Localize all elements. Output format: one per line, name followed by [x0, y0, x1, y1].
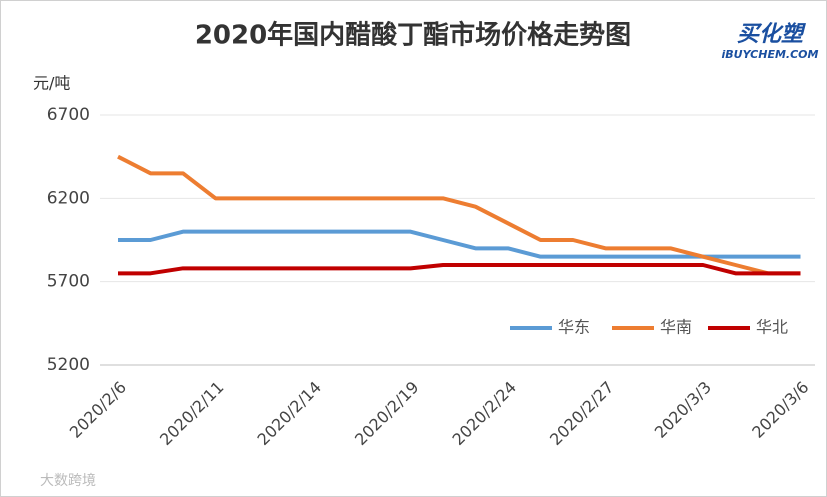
legend-label: 华北 [756, 318, 788, 337]
y-tick-label: 6200 [47, 188, 90, 208]
y-tick-label: 5700 [47, 272, 90, 292]
legend-label: 华南 [660, 318, 692, 337]
logo-site: iBUYCHEM.COM [722, 48, 819, 61]
line-series [118, 229, 801, 259]
logo-name: 买化塑 [737, 22, 806, 47]
watermark: 大数跨境 [40, 473, 96, 489]
line-series [118, 263, 801, 276]
y-tick-label: 6700 [47, 105, 90, 125]
y-axis-label: 元/吨 [33, 74, 70, 93]
line-series [117, 154, 801, 276]
legend-label: 华东 [558, 318, 590, 337]
y-tick-label: 5200 [47, 355, 90, 375]
chart-title: 2020年国内醋酸丁酯市场价格走势图 [195, 20, 631, 51]
